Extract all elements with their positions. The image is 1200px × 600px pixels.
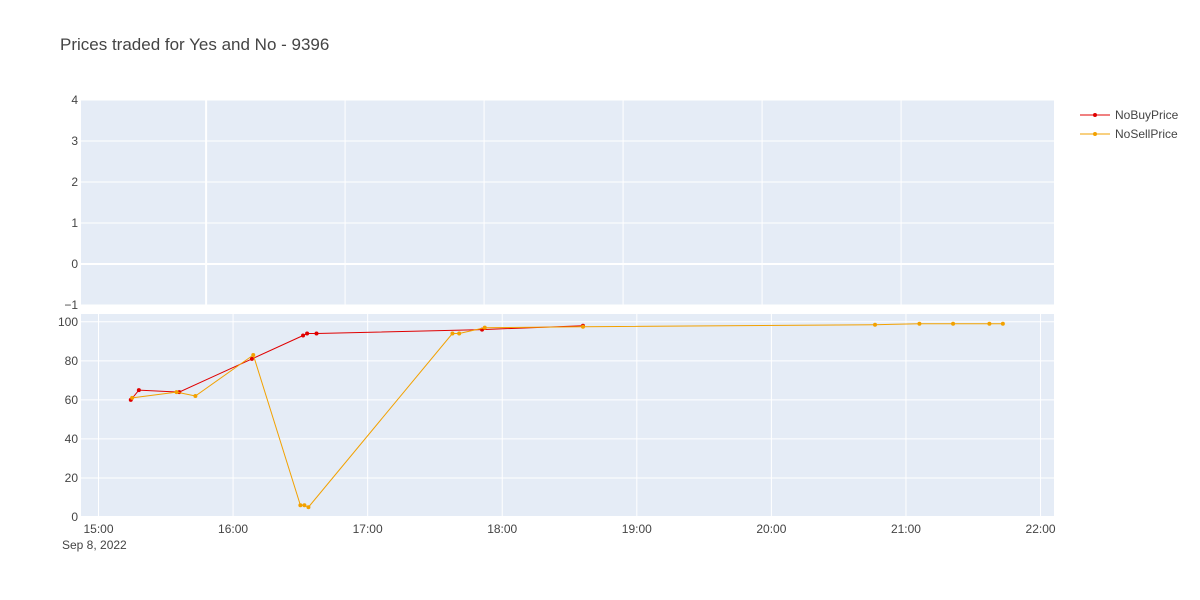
bottom-plot-area xyxy=(81,314,1054,517)
bottom-y-tick-label: 40 xyxy=(65,432,79,446)
top-panel: 4 3 2 1 0 −1 xyxy=(64,93,1054,312)
data-point-NoSellPrice[interactable] xyxy=(130,395,135,400)
legend-marker xyxy=(1093,132,1097,136)
top-y-tick-label: 4 xyxy=(71,93,78,107)
bottom-y-tick-label: 60 xyxy=(65,393,79,407)
top-y-tick-label: 0 xyxy=(71,257,78,271)
x-tick-label: 22:00 xyxy=(1026,522,1056,536)
top-grid xyxy=(81,99,1054,306)
x-tick-label: 19:00 xyxy=(622,522,652,536)
data-point-NoSellPrice[interactable] xyxy=(174,390,179,395)
data-point-NoSellPrice[interactable] xyxy=(298,503,303,508)
data-point-NoSellPrice[interactable] xyxy=(457,331,462,336)
x-tick-label: 16:00 xyxy=(218,522,248,536)
data-point-NoBuyPrice[interactable] xyxy=(249,356,254,361)
x-tick-label: 18:00 xyxy=(487,522,517,536)
data-point-NoSellPrice[interactable] xyxy=(302,503,307,508)
x-tick-label: 17:00 xyxy=(353,522,383,536)
data-point-NoBuyPrice[interactable] xyxy=(314,331,319,336)
legend-label: NoBuyPrice xyxy=(1115,108,1179,122)
data-point-NoSellPrice[interactable] xyxy=(951,321,956,326)
series-NoSellPrice xyxy=(130,321,1005,510)
bottom-y-tick-label: 0 xyxy=(71,510,78,524)
data-point-NoSellPrice[interactable] xyxy=(917,321,922,326)
legend-marker xyxy=(1093,113,1097,117)
series-NoBuyPrice xyxy=(128,323,585,402)
x-tick-label: 15:00 xyxy=(83,522,113,536)
top-y-tick-label: 3 xyxy=(71,134,78,148)
series-line-NoSellPrice xyxy=(132,323,1003,508)
series-layer xyxy=(128,321,1005,510)
data-point-NoBuyPrice[interactable] xyxy=(305,331,310,336)
legend[interactable]: NoBuyPrice NoSellPrice xyxy=(1080,108,1179,141)
bottom-grid xyxy=(81,314,1054,518)
top-y-axis: 4 3 2 1 0 −1 xyxy=(64,93,78,312)
data-point-NoSellPrice[interactable] xyxy=(1000,321,1005,326)
top-plot-area xyxy=(81,100,1054,305)
data-point-NoSellPrice[interactable] xyxy=(306,505,311,510)
x-axis: 15:00 16:00 17:00 18:00 19:00 20:00 21:00 22:00 xyxy=(83,522,1055,536)
data-point-NoSellPrice[interactable] xyxy=(193,393,198,398)
chart-title: Prices traded for Yes and No - 9396 xyxy=(60,35,329,54)
legend-label: NoSellPrice xyxy=(1115,127,1178,141)
data-point-NoSellPrice[interactable] xyxy=(580,324,585,329)
x-tick-label: 21:00 xyxy=(891,522,921,536)
bottom-panel: 0 20 40 60 80 100 15:00 16:00 17:00 18:00 19:00 20… xyxy=(58,314,1056,552)
bottom-y-tick-label: 100 xyxy=(58,315,78,329)
data-point-NoSellPrice[interactable] xyxy=(450,331,455,336)
data-point-NoBuyPrice[interactable] xyxy=(136,388,141,393)
top-y-tick-label: −1 xyxy=(64,298,78,312)
legend-item-NoSellPrice[interactable]: NoSellPrice xyxy=(1080,127,1178,141)
data-point-NoSellPrice[interactable] xyxy=(873,322,878,327)
top-y-tick-label: 1 xyxy=(71,216,78,230)
data-point-NoBuyPrice[interactable] xyxy=(301,333,306,338)
data-point-NoSellPrice[interactable] xyxy=(482,325,487,330)
bottom-y-axis: 0 20 40 60 80 100 xyxy=(58,315,78,524)
data-point-NoSellPrice[interactable] xyxy=(987,321,992,326)
bottom-y-tick-label: 20 xyxy=(65,471,79,485)
top-y-tick-label: 2 xyxy=(71,175,78,189)
x-date-label: Sep 8, 2022 xyxy=(62,538,127,552)
data-point-NoSellPrice[interactable] xyxy=(251,352,256,357)
bottom-y-tick-label: 80 xyxy=(65,354,79,368)
legend-item-NoBuyPrice[interactable]: NoBuyPrice xyxy=(1080,108,1179,122)
x-tick-label: 20:00 xyxy=(756,522,786,536)
